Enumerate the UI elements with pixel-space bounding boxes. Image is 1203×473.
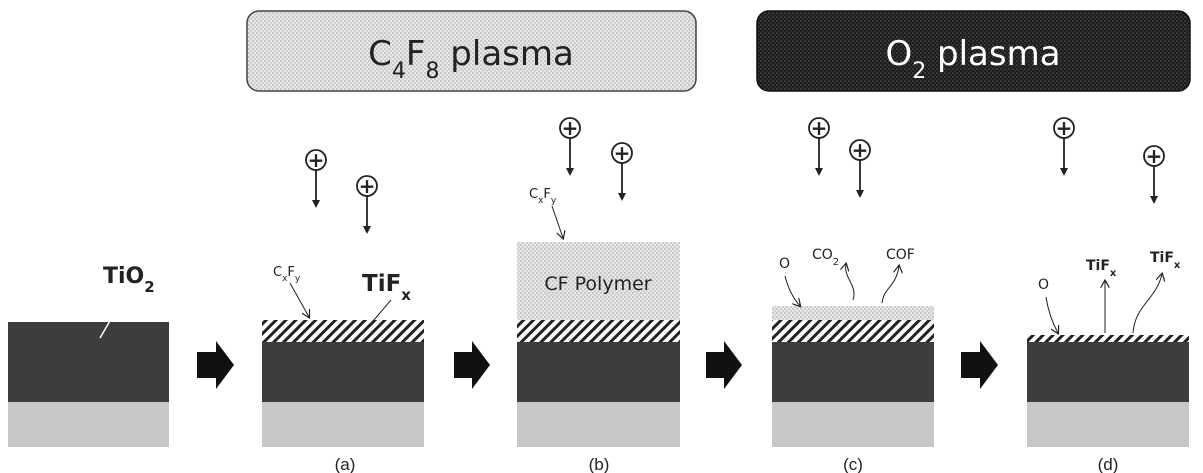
ion-2: + [611, 141, 633, 201]
ion-1: + [808, 116, 830, 176]
panel-d: + + O TiFx TiFx (d) [1027, 116, 1189, 473]
panel-c: + + O CO2 COF (c) [772, 116, 934, 473]
ion-1: + [305, 148, 327, 208]
tio2-layer [772, 342, 934, 402]
svg-text:+: + [852, 138, 869, 162]
c4f8-plasma-title: C4F8 plasma [368, 34, 574, 84]
ion-1: + [1053, 116, 1075, 176]
svg-text:+: + [1146, 144, 1163, 168]
o-label: O [779, 256, 790, 272]
process-arrow-4 [961, 341, 998, 389]
caption-a: (a) [335, 455, 356, 473]
c4f8-plasma-banner: C4F8 plasma [246, 10, 697, 92]
base-layer [8, 402, 169, 447]
o-label: O [1038, 277, 1049, 293]
tifx-layer [517, 320, 680, 342]
tio2-label: TiO2 [103, 264, 155, 296]
cof-arrow [881, 266, 899, 304]
cf-polymer-layer [517, 242, 680, 320]
cxfy-pointer [551, 205, 563, 238]
cof-label: COF [886, 247, 915, 263]
tifx-layer [772, 320, 934, 342]
svg-text:+: + [614, 141, 631, 165]
cxfy-pointer [289, 282, 309, 317]
panel-b: CF Polymer + + CxFy (b) [517, 116, 680, 473]
ion-1: + [559, 116, 581, 176]
o-pointer [1045, 296, 1058, 333]
tifx-pointer [367, 299, 392, 328]
o2-plasma-title: O2 plasma [885, 34, 1060, 84]
o2-plasma-banner: O2 plasma [756, 10, 1191, 92]
tio2-pointer [99, 289, 129, 339]
o-pointer [784, 275, 800, 306]
caption-b: (b) [589, 455, 610, 473]
caption-d: (d) [1098, 455, 1119, 473]
process-arrow-1 [197, 341, 234, 389]
thin-tifx-layer [1027, 335, 1189, 342]
cxfy-label: CxFy [273, 265, 301, 284]
panel-a: + + CxFy TiFx (a) [262, 148, 424, 473]
co2-label: CO2 [812, 247, 839, 268]
tio2-layer [517, 342, 680, 402]
svg-text:+: + [562, 116, 579, 140]
base-layer [262, 402, 424, 447]
base-layer [517, 402, 680, 447]
tifx-label-1: TiFx [1086, 258, 1117, 279]
tifx-arrow-2 [1132, 274, 1162, 334]
tifx-label: TiFx [362, 271, 411, 304]
tio2-layer [262, 342, 424, 402]
cxfy-label: CxFy [529, 187, 557, 206]
tio2-layer [1027, 342, 1189, 402]
process-arrow-3 [706, 341, 742, 389]
ion-2: + [356, 174, 378, 234]
initial-substrate: TiO2 [8, 264, 169, 447]
caption-c: (c) [843, 455, 863, 473]
ion-2: + [849, 138, 871, 198]
svg-text:+: + [359, 174, 376, 198]
svg-text:+: + [1056, 116, 1073, 140]
tifx-label-2: TiFx [1150, 250, 1181, 271]
cf-polymer-label: CF Polymer [544, 273, 651, 295]
thin-polymer-layer [772, 306, 934, 320]
tifx-layer [262, 320, 424, 342]
base-layer [772, 402, 934, 447]
tio2-layer [8, 322, 169, 402]
process-arrow-2 [454, 341, 490, 389]
ion-2: + [1143, 144, 1165, 204]
co2-arrow [846, 264, 855, 301]
svg-text:+: + [811, 116, 828, 140]
base-layer [1027, 402, 1189, 447]
svg-text:+: + [308, 148, 325, 172]
